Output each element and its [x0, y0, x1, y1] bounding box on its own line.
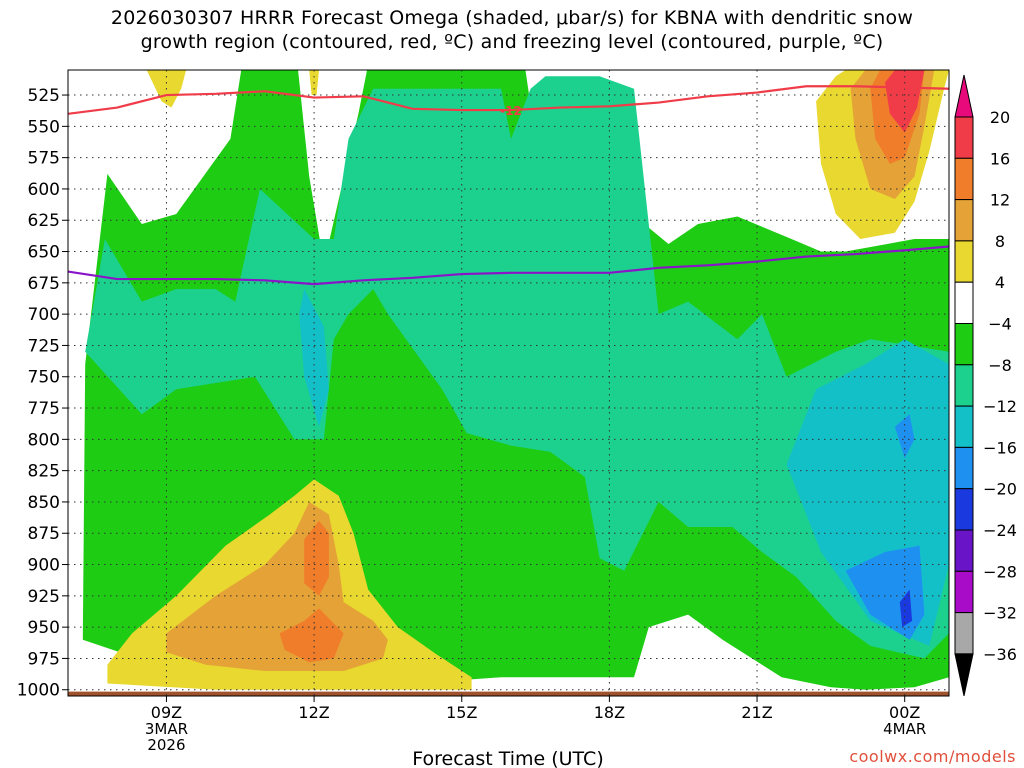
colorbar-label: −8: [988, 356, 1012, 375]
contours: -12: [68, 85, 949, 286]
surface-line: [68, 691, 949, 696]
y-tick-label: 825: [28, 462, 60, 482]
colorbar-bin: [954, 405, 974, 448]
colorbar-label: −28: [983, 562, 1017, 581]
colorbar-label: −24: [983, 521, 1017, 540]
x-tick-label: 3MAR: [145, 720, 188, 738]
y-tick-label: 675: [28, 274, 60, 294]
x-tick-label: 00Z: [889, 703, 920, 722]
dendritic-contour-label: -12: [500, 104, 522, 118]
y-tick-label: 625: [28, 211, 60, 231]
colorbar-bin: [954, 529, 974, 572]
y-tick-label: 600: [28, 180, 60, 200]
colorbar-bin: [954, 488, 974, 531]
y-tick-label: 725: [28, 336, 60, 356]
x-tick-label: 09Z: [151, 703, 182, 722]
colorbar-bin: [954, 323, 974, 366]
colorbar-bin: [954, 612, 974, 655]
colorbar-label: −4: [988, 315, 1012, 334]
y-tick-label: 800: [28, 430, 60, 450]
gridlines: [68, 70, 949, 696]
y-tick-label: 575: [28, 149, 60, 169]
omega-region-2: [299, 289, 329, 427]
chart-title-line2: growth region (contoured, red, ºC) and f…: [140, 31, 884, 53]
colorbar-bin: [954, 570, 974, 614]
colorbar-bin: [954, 446, 974, 490]
x-tick-label: 12Z: [298, 703, 329, 722]
y-tick-label: 875: [28, 524, 60, 544]
plot-frame: [67, 69, 950, 697]
colorbar-label: 4: [995, 273, 1005, 292]
colorbar-label: −36: [983, 645, 1017, 664]
chart-title: 2026030307 HRRR Forecast Omega (shaded, …: [0, 6, 1024, 54]
colorbar-bin: [954, 116, 974, 159]
colorbar-legend: 20 16 12 8 4 −4 −8 −12 −16 −20 −24 −28 −32 −36: [954, 74, 1017, 697]
colorbar-label: 8: [995, 232, 1005, 251]
colorbar-label: −16: [983, 438, 1017, 457]
plot-area: [68, 70, 949, 696]
y-tick-label: 750: [28, 368, 60, 388]
colorbar-label: 20: [990, 108, 1010, 127]
x-tick-label: 18Z: [594, 703, 625, 722]
colorbar-bin: [954, 281, 974, 325]
colorbar-bin: [954, 199, 974, 242]
y-tick-label: 900: [28, 556, 60, 576]
colorbar-label: −12: [983, 397, 1017, 416]
colorbar-bin: [954, 364, 974, 407]
colorbar-label: 12: [990, 191, 1010, 210]
colorbar-bin: [954, 240, 974, 283]
colorbar-top-arrow: [954, 74, 974, 118]
y-tick-label: 700: [28, 305, 60, 325]
x-axis-label: Forecast Time (UTC): [412, 748, 603, 768]
omega-region-10: [279, 608, 344, 663]
colorbar-label: −20: [983, 480, 1017, 499]
x-tick-label: 4MAR: [883, 720, 926, 738]
x-tick-label: 21Z: [741, 703, 772, 722]
colorbar-bin: [954, 157, 974, 201]
colorbar-bottom-arrow: [954, 653, 974, 697]
colorbar-label: 16: [990, 149, 1010, 168]
omega-region-1: [85, 76, 949, 659]
y-tick-label: 650: [28, 243, 60, 263]
dendritic-growth-contour: [68, 85, 949, 115]
y-tick-label: 925: [28, 587, 60, 607]
y-tick-label: 1000: [17, 681, 60, 701]
y-tick-label: 775: [28, 399, 60, 419]
y-tick-label: 950: [28, 618, 60, 638]
y-tick-label: 850: [28, 493, 60, 513]
colorbar-label: −32: [983, 604, 1017, 623]
x-tick-label: 2026: [147, 736, 185, 754]
y-tick-label: 975: [28, 649, 60, 669]
freezing-level-contour: [68, 245, 949, 286]
credit-text: coolwx.com/models: [849, 747, 1016, 766]
y-axis: 525 550 575 600 625 650 675 700 725 750 775 800 825 8…: [17, 86, 68, 701]
x-tick-label: 15Z: [446, 703, 477, 722]
y-tick-label: 550: [28, 117, 60, 137]
y-tick-label: 525: [28, 86, 60, 106]
chart-title-line1: 2026030307 HRRR Forecast Omega (shaded, …: [110, 7, 914, 29]
omega-region-6: [899, 589, 913, 628]
omega-region-9: [304, 520, 329, 596]
